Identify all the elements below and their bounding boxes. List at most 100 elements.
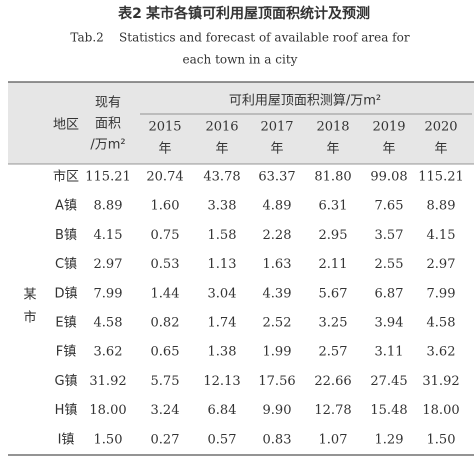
cell: 0.53: [151, 257, 180, 272]
cell: 6.84: [208, 403, 237, 418]
cell: 18.00: [89, 403, 126, 418]
cell: 22.66: [314, 374, 351, 389]
cell: 115.21: [418, 170, 464, 185]
cell: 1.63: [263, 257, 292, 272]
cell: 99.08: [370, 170, 407, 185]
header-year: 年: [326, 142, 339, 157]
cell: 1.07: [319, 432, 348, 447]
header-current-area: /万m²: [90, 138, 125, 153]
row-region: B镇: [55, 228, 77, 243]
cell: 1.60: [151, 199, 180, 214]
cell: 0.27: [151, 432, 180, 447]
row-region: E镇: [55, 316, 76, 331]
row-region: 市区: [53, 169, 79, 185]
cell: 2.28: [263, 228, 292, 243]
cell: 7.99: [427, 286, 456, 301]
cell: 4.58: [427, 316, 456, 331]
cell: 1.50: [427, 432, 456, 447]
header-year: 年: [434, 142, 447, 157]
cell: 1.38: [208, 345, 237, 360]
cell: 2.57: [319, 345, 348, 360]
cell: 31.92: [422, 374, 459, 389]
cell: 3.62: [427, 345, 456, 360]
header-current-area: 现有: [95, 96, 121, 111]
cell: 1.50: [94, 432, 123, 447]
row-region: C镇: [55, 257, 77, 272]
cell: 1.99: [263, 345, 292, 360]
cell: 27.45: [370, 374, 407, 389]
header-year: 2015: [148, 120, 181, 135]
row-region: I镇: [58, 432, 75, 447]
cell: 1.29: [375, 432, 404, 447]
caption-label: 表2: [117, 5, 142, 22]
header-year: 2017: [260, 120, 293, 135]
header-year: 2019: [372, 120, 405, 135]
cell: 3.25: [319, 316, 348, 331]
cell: 7.99: [94, 286, 123, 301]
header-current-area: 面积: [95, 117, 121, 132]
caption-en: each town in a city: [183, 53, 298, 67]
cell: 9.90: [263, 403, 292, 418]
row-region: F镇: [56, 345, 76, 360]
cell: 1.74: [208, 316, 237, 331]
cell: 15.48: [370, 403, 407, 418]
caption-title: 某市各镇可利用屋顶面积统计及预测: [146, 5, 370, 22]
cell: 1.13: [208, 257, 237, 272]
cell: 3.11: [375, 345, 404, 360]
cell: 4.15: [94, 228, 123, 243]
cell: 0.83: [263, 432, 292, 447]
cell: 0.65: [151, 345, 180, 360]
cell: 3.94: [375, 316, 404, 331]
cell: 12.78: [314, 403, 351, 418]
cell: 63.37: [258, 170, 295, 185]
cell: 4.89: [263, 199, 292, 214]
cell: 4.58: [94, 316, 123, 331]
caption-en: Tab.2 Statistics and forecast of availab…: [70, 31, 409, 45]
cell: 17.56: [258, 374, 295, 389]
cell: 6.31: [319, 199, 348, 214]
header-forecast: 可利用屋顶面积测算/万m²: [229, 94, 381, 109]
cell: 18.00: [422, 403, 459, 418]
cell: 2.52: [263, 316, 292, 331]
cell: 2.11: [319, 257, 348, 272]
cell: 7.65: [375, 199, 404, 214]
cell: 4.39: [263, 286, 292, 301]
header-region: 地区: [53, 118, 79, 133]
row-region: D镇: [54, 286, 77, 301]
cell: 115.21: [85, 170, 131, 185]
cell: 4.15: [427, 228, 456, 243]
cell: 43.78: [203, 170, 240, 185]
cell: 0.75: [151, 228, 180, 243]
cell: 0.82: [151, 316, 180, 331]
header-year: 年: [215, 142, 228, 157]
cell: 2.97: [94, 257, 123, 272]
header-band: [8, 82, 474, 164]
cell: 31.92: [89, 374, 126, 389]
header-year: 2016: [205, 120, 238, 135]
cell: 81.80: [314, 170, 351, 185]
cell: 6.87: [375, 286, 404, 301]
row-region: H镇: [55, 403, 78, 418]
cell: 3.62: [94, 345, 123, 360]
cell: 8.89: [94, 199, 123, 214]
header-year: 2018: [316, 120, 349, 135]
cell: 3.24: [151, 403, 180, 418]
header-year: 年: [382, 142, 395, 157]
header-year: 年: [270, 142, 283, 157]
cell: 2.95: [319, 228, 348, 243]
row-region: A镇: [55, 199, 77, 214]
cell: 12.13: [203, 374, 240, 389]
cell: 2.55: [375, 257, 404, 272]
cell: 1.44: [151, 286, 180, 301]
row-region: G镇: [54, 374, 77, 389]
cell: 3.38: [208, 199, 237, 214]
cell: 20.74: [146, 170, 183, 185]
header-year: 年: [158, 142, 171, 157]
cell: 5.67: [319, 286, 348, 301]
cell: 5.75: [151, 374, 180, 389]
cell: 3.04: [208, 286, 237, 301]
group-label: 某市: [21, 287, 37, 333]
cell: 1.58: [208, 228, 237, 243]
